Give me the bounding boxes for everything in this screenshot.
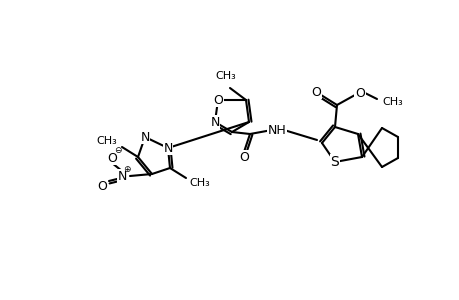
Text: O: O [310,85,320,98]
Text: CH₃: CH₃ [96,136,117,146]
Text: S: S [330,155,339,169]
Text: N: N [210,116,219,128]
Text: ⊖: ⊖ [114,146,122,154]
Text: O: O [239,151,248,164]
Text: N: N [117,169,126,182]
Text: O: O [107,152,117,164]
Text: CH₃: CH₃ [189,178,209,188]
Text: N: N [163,142,172,154]
Text: O: O [97,181,106,194]
Text: N: N [140,130,149,143]
Text: O: O [213,94,223,106]
Text: CH₃: CH₃ [381,97,402,107]
Text: O: O [354,86,364,100]
Text: NH: NH [267,124,286,136]
Text: CH₃: CH₃ [215,71,236,81]
Text: ⊕: ⊕ [123,164,130,173]
